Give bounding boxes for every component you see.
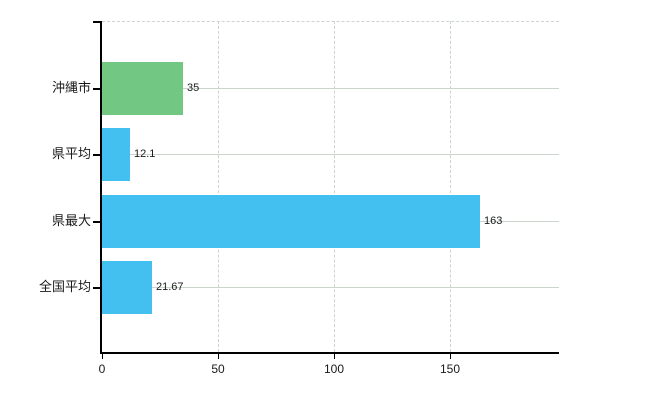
y-axis-line [100,21,102,354]
bar [102,261,152,314]
x-tick-label: 150 [439,362,461,376]
category-label: 県平均 [51,146,91,161]
bar [102,195,480,248]
bar-value-label: 163 [484,215,503,227]
x-tick-label: 50 [211,362,225,376]
gridline-vertical [218,21,219,352]
bar-value-label: 12.1 [134,148,156,160]
plot-top-border [102,21,559,22]
gridline-horizontal [102,88,559,89]
gridline-horizontal [102,154,559,155]
category-label: 全国平均 [38,279,91,294]
x-tick-label: 0 [98,362,106,376]
gridline-vertical [450,21,451,352]
y-axis-tick [93,154,101,156]
y-axis-tick [93,221,101,223]
bar [102,128,130,181]
x-axis-tick [450,353,451,359]
bar [102,62,183,115]
y-axis-top-tick [93,21,101,23]
y-axis-tick [93,88,101,90]
category-label: 県最大 [51,213,91,228]
gridline-vertical [334,21,335,352]
bar-value-label: 35 [187,82,200,94]
x-axis-tick [334,353,335,359]
y-axis-tick [93,287,101,289]
x-axis-tick [102,353,103,359]
bar-value-label: 21.67 [156,281,184,293]
x-axis-tick [218,353,219,359]
x-tick-label: 100 [323,362,345,376]
x-axis-line [100,352,559,354]
gridline-horizontal [102,287,559,288]
category-label: 沖縄市 [51,80,91,95]
